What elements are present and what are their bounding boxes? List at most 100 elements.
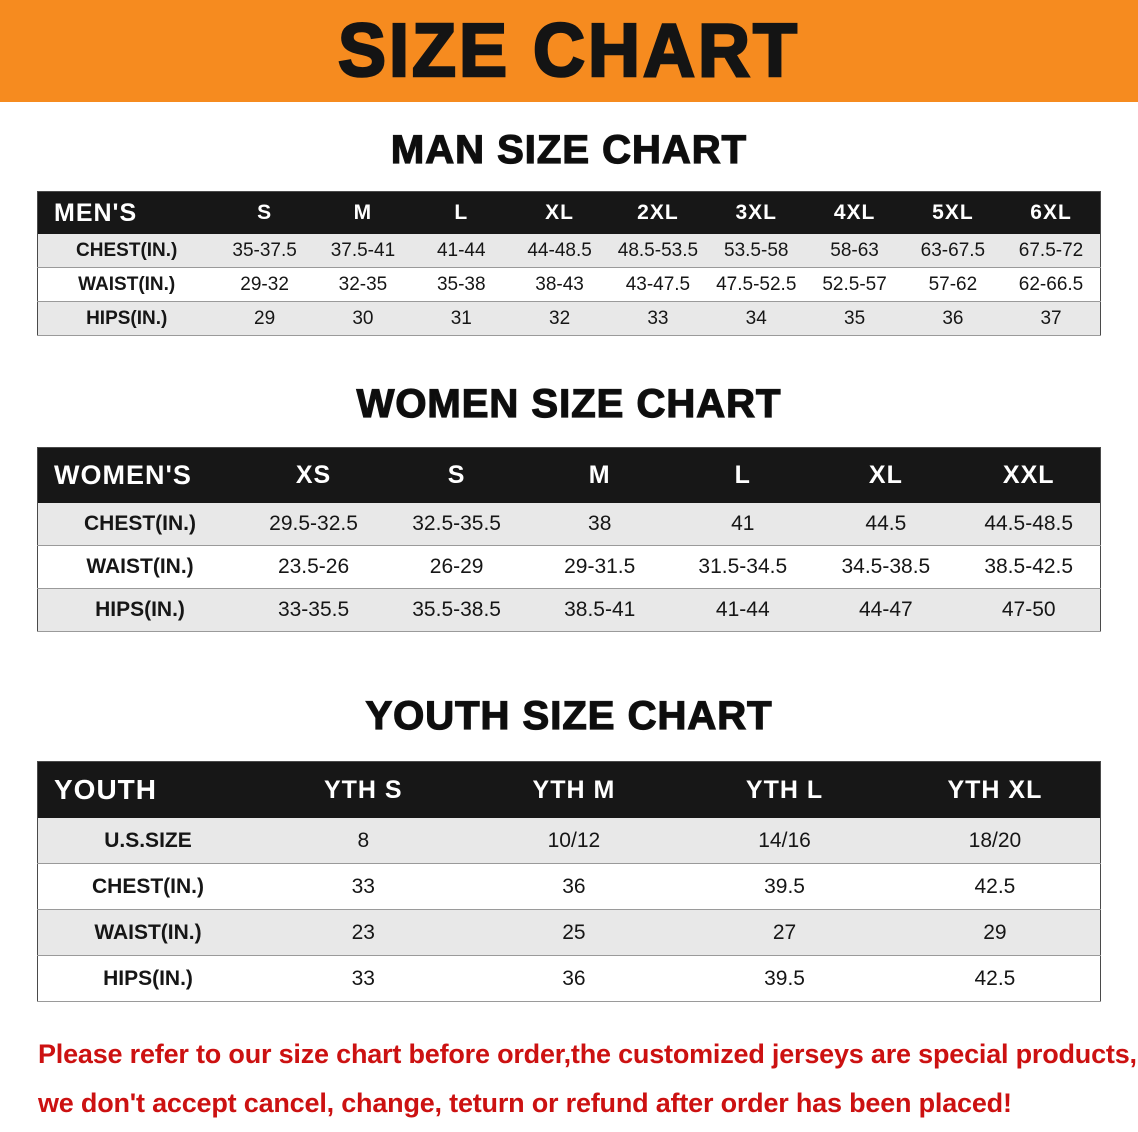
- value-cell: 32: [510, 301, 609, 336]
- value-cell: 57-62: [903, 267, 1003, 302]
- table-row: U.S.SIZE 8 10/12 14/16 18/20: [37, 818, 1101, 864]
- value-cell: 41-44: [671, 588, 815, 632]
- value-cell: 53.5-58: [707, 234, 806, 268]
- size-chart-banner: SIZE CHART: [0, 0, 1138, 102]
- row-label-cell: HIPS(IN.): [37, 955, 258, 1002]
- youth-section-heading: YOUTH SIZE CHART: [365, 693, 773, 738]
- men-section-heading: MAN SIZE CHART: [390, 127, 748, 172]
- value-cell: 41-44: [412, 234, 511, 268]
- value-cell: 38.5-41: [528, 588, 672, 632]
- value-cell: 44-47: [814, 588, 958, 632]
- value-cell: 47.5-52.5: [707, 267, 806, 302]
- table-row: WAIST(IN.) 29-32 32-35 35-38 38-43 43-47.5 47.…: [37, 267, 1101, 302]
- size-header-cell: L: [671, 447, 815, 503]
- size-header-cell: M: [313, 191, 413, 234]
- women-size-table: WOMEN'S XS S M L XL XXL CHEST(IN.) 29.5-32.5 32.5…: [37, 447, 1101, 632]
- value-cell: 37.5-41: [313, 234, 413, 268]
- table-row: WAIST(IN.) 23 25 27 29: [37, 909, 1101, 956]
- header-row: MEN'S S M L XL 2XL 3XL 4XL 5XL 6XL: [37, 191, 1101, 234]
- value-cell: 44.5-48.5: [957, 503, 1101, 546]
- value-cell: 30: [313, 301, 413, 336]
- row-label-cell: HIPS(IN.): [37, 588, 243, 632]
- value-cell: 62-66.5: [1002, 267, 1101, 302]
- table-row: CHEST(IN.) 29.5-32.5 32.5-35.5 38 41 44.5 44.5…: [37, 503, 1101, 546]
- value-cell: 39.5: [679, 955, 890, 1002]
- value-cell: 44.5: [814, 503, 958, 546]
- value-cell: 36: [468, 863, 680, 910]
- table-row: HIPS(IN.) 33 36 39.5 42.5: [37, 955, 1101, 1002]
- row-label-cell: WAIST(IN.): [37, 267, 216, 302]
- value-cell: 14/16: [679, 818, 890, 864]
- value-cell: 48.5-53.5: [608, 234, 708, 268]
- table-title-cell: WOMEN'S: [37, 447, 243, 503]
- row-label-cell: CHEST(IN.): [37, 503, 243, 546]
- men-size-table: MEN'S S M L XL 2XL 3XL 4XL 5XL 6XL CHEST(IN.) 35-37…: [37, 191, 1101, 336]
- table-row: CHEST(IN.) 35-37.5 37.5-41 41-44 44-48.5 48.5…: [37, 234, 1101, 268]
- value-cell: 34: [707, 301, 806, 336]
- row-label-cell: WAIST(IN.): [37, 909, 258, 956]
- value-cell: 33: [257, 955, 469, 1002]
- value-cell: 33: [608, 301, 708, 336]
- women-size-section: WOMEN SIZE CHART WOMEN'S XS S M L XL XXL CHEST(…: [0, 381, 1138, 632]
- table-row: CHEST(IN.) 33 36 39.5 42.5: [37, 863, 1101, 910]
- size-header-cell: XXL: [957, 447, 1101, 503]
- value-cell: 32.5-35.5: [385, 503, 529, 546]
- value-cell: 33: [257, 863, 469, 910]
- value-cell: 31: [412, 301, 511, 336]
- row-label-cell: U.S.SIZE: [37, 818, 258, 864]
- size-header-cell: L: [412, 191, 511, 234]
- value-cell: 10/12: [468, 818, 680, 864]
- size-header-cell: M: [528, 447, 672, 503]
- footer-line-2: we don't accept cancel, change, teturn o…: [38, 1087, 1012, 1118]
- value-cell: 29: [215, 301, 314, 336]
- row-label-cell: CHEST(IN.): [37, 234, 216, 268]
- value-cell: 37: [1002, 301, 1101, 336]
- men-size-section: MAN SIZE CHART MEN'S S M L XL 2XL 3XL 4XL 5XL 6XL…: [0, 127, 1138, 336]
- table-row: HIPS(IN.) 33-35.5 35.5-38.5 38.5-41 41-44 44-…: [37, 588, 1101, 632]
- value-cell: 63-67.5: [903, 234, 1003, 268]
- size-header-cell: XS: [242, 447, 386, 503]
- value-cell: 33-35.5: [242, 588, 386, 632]
- size-header-cell: YTH M: [468, 761, 680, 818]
- value-cell: 29: [889, 909, 1101, 956]
- row-label-cell: WAIST(IN.): [37, 545, 243, 589]
- value-cell: 42.5: [889, 955, 1101, 1002]
- value-cell: 29.5-32.5: [242, 503, 386, 546]
- table-row: WAIST(IN.) 23.5-26 26-29 29-31.5 31.5-34.5 34…: [37, 545, 1101, 589]
- value-cell: 29-31.5: [528, 545, 672, 589]
- value-cell: 26-29: [385, 545, 529, 589]
- value-cell: 58-63: [805, 234, 904, 268]
- value-cell: 18/20: [889, 818, 1101, 864]
- table-row: HIPS(IN.) 29 30 31 32 33 34 35 36 37: [37, 301, 1101, 336]
- size-header-cell: YTH S: [257, 761, 469, 818]
- value-cell: 38: [528, 503, 672, 546]
- youth-size-table: YOUTH YTH S YTH M YTH L YTH XL U.S.SIZE 8 10/12…: [37, 761, 1101, 1002]
- size-header-cell: YTH XL: [889, 761, 1101, 818]
- table-title-cell: MEN'S: [37, 191, 216, 234]
- size-header-cell: 4XL: [805, 191, 904, 234]
- value-cell: 35-37.5: [215, 234, 314, 268]
- size-header-cell: XL: [814, 447, 958, 503]
- footer-line-1: Please refer to our size chart before or…: [38, 1039, 1137, 1069]
- size-header-cell: S: [215, 191, 314, 234]
- value-cell: 32-35: [313, 267, 413, 302]
- value-cell: 8: [257, 818, 469, 864]
- header-row: WOMEN'S XS S M L XL XXL: [37, 447, 1101, 503]
- header-row: YOUTH YTH S YTH M YTH L YTH XL: [37, 761, 1101, 818]
- women-section-heading: WOMEN SIZE CHART: [356, 381, 782, 426]
- row-label-cell: HIPS(IN.): [37, 301, 216, 336]
- banner-title: SIZE CHART: [337, 8, 800, 95]
- value-cell: 52.5-57: [805, 267, 904, 302]
- value-cell: 29-32: [215, 267, 314, 302]
- value-cell: 44-48.5: [510, 234, 609, 268]
- value-cell: 38-43: [510, 267, 609, 302]
- value-cell: 42.5: [889, 863, 1101, 910]
- size-header-cell: 2XL: [608, 191, 708, 234]
- value-cell: 38.5-42.5: [957, 545, 1101, 589]
- table-title-cell: YOUTH: [37, 761, 258, 818]
- row-label-cell: CHEST(IN.): [37, 863, 258, 910]
- size-header-cell: 5XL: [903, 191, 1003, 234]
- value-cell: 41: [671, 503, 815, 546]
- size-header-cell: YTH L: [679, 761, 890, 818]
- value-cell: 35: [805, 301, 904, 336]
